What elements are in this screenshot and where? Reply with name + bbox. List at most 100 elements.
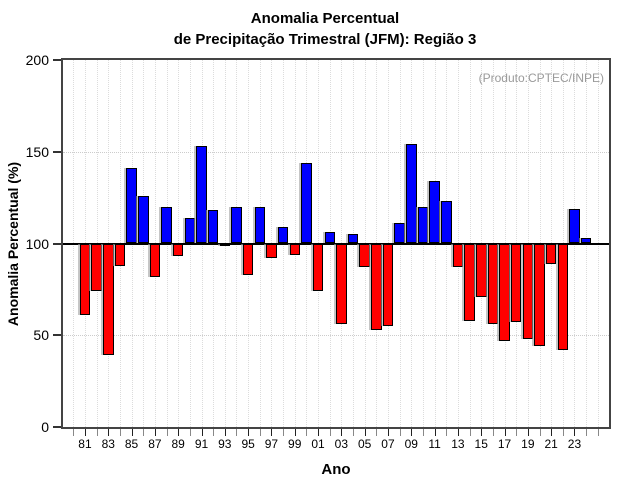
x-tick [73, 429, 75, 436]
x-tick [434, 429, 436, 436]
x-tick [108, 429, 110, 436]
bar-1986 [138, 195, 149, 244]
x-tick [178, 429, 180, 436]
x-tick-label: 17 [497, 437, 512, 451]
x-tick-label: 85 [124, 437, 139, 451]
x-axis-title: Ano [321, 461, 351, 478]
baseline-100 [63, 242, 609, 245]
x-tick [224, 429, 226, 436]
bar-2006 [371, 243, 382, 330]
bar-2021 [545, 243, 557, 264]
x-tick [364, 429, 366, 436]
bar-2011 [429, 181, 440, 244]
x-tick [457, 429, 459, 436]
x-tick [154, 429, 156, 436]
bar-2012 [441, 201, 452, 244]
x-tick-label: 81 [78, 437, 92, 451]
bar-2014 [464, 243, 475, 321]
x-tick-label: 89 [171, 437, 185, 451]
chart-title-line1: Anomalia Percentual [250, 10, 400, 27]
bar-2024 [580, 237, 592, 244]
x-tick-label: 03 [334, 437, 349, 451]
y-tick [53, 334, 61, 337]
bar-1995 [242, 243, 254, 275]
plot-area: (Produto:CPTEC/INPE) [61, 58, 611, 429]
x-tick [574, 429, 576, 436]
x-tick-label: 01 [311, 437, 325, 451]
bar-1990 [184, 217, 196, 244]
x-tick [481, 429, 483, 436]
x-tick [248, 429, 250, 436]
x-tick [527, 429, 529, 436]
x-tick [341, 429, 343, 436]
x-tick [329, 429, 331, 436]
x-tick [143, 429, 145, 436]
x-tick-label: 97 [264, 437, 279, 451]
horizontal-gridline [63, 151, 609, 154]
x-tick-label: 99 [288, 437, 302, 451]
bar-1989 [172, 243, 184, 257]
bar-1994 [231, 206, 242, 244]
x-tick-label: 93 [218, 437, 232, 451]
bar-1981 [79, 243, 91, 316]
bar-2007 [382, 243, 394, 327]
x-tick [189, 429, 191, 436]
x-tick-label: 15 [474, 437, 488, 451]
bar-1998 [277, 226, 289, 244]
bar-2015 [476, 243, 487, 297]
horizontal-gridline [63, 335, 609, 337]
bar-1985 [126, 168, 137, 244]
y-tick-label: 100 [25, 235, 49, 252]
bar-2002 [324, 232, 335, 244]
x-tick [119, 429, 121, 436]
bar-1983 [103, 243, 114, 356]
x-tick [259, 429, 261, 436]
x-tick [271, 429, 273, 436]
bar-2020 [534, 243, 545, 347]
bar-1992 [207, 210, 219, 244]
bar-2023 [569, 208, 580, 244]
x-tick [422, 429, 424, 436]
x-tick [306, 429, 308, 436]
y-tick [53, 426, 61, 428]
x-tick [516, 429, 518, 436]
bar-2009 [406, 144, 417, 244]
bar-2016 [487, 243, 499, 325]
bar-2001 [312, 243, 324, 292]
bar-1982 [91, 243, 102, 292]
x-tick-label: 21 [544, 437, 558, 451]
bar-1987 [149, 243, 161, 277]
bar-2013 [452, 243, 464, 268]
x-tick [96, 429, 98, 436]
chart-title: Anomalia Percentual de Precipitação Trim… [10, 8, 640, 50]
x-tick [586, 429, 588, 436]
x-tick [376, 429, 378, 436]
bar-2022 [557, 243, 569, 350]
bar-2008 [394, 223, 405, 244]
x-tick-label: 91 [194, 437, 209, 451]
bar-1999 [289, 243, 301, 255]
bar-2004 [347, 234, 359, 244]
bar-2005 [359, 243, 370, 268]
y-tick-label: 0 [41, 419, 49, 435]
bar-1993 [219, 243, 231, 246]
x-tick [283, 429, 285, 436]
x-tick-label: 87 [148, 437, 162, 451]
x-tick [236, 429, 238, 436]
bar-2000 [301, 162, 312, 244]
x-tick [84, 429, 86, 436]
y-tick [53, 242, 61, 245]
source-annotation: (Produto:CPTEC/INPE) [478, 71, 604, 85]
bar-1997 [266, 243, 277, 259]
bar-2003 [336, 243, 347, 325]
x-tick-label: 19 [521, 437, 535, 451]
x-tick [597, 429, 599, 436]
x-tick-label: 23 [567, 437, 582, 451]
x-tick [294, 429, 296, 436]
bar-2017 [499, 243, 510, 341]
x-tick [446, 429, 448, 436]
x-tick-label: 13 [451, 437, 465, 451]
x-tick [166, 429, 168, 436]
y-tick-label: 50 [33, 327, 49, 344]
x-tick-label: 07 [381, 437, 395, 451]
